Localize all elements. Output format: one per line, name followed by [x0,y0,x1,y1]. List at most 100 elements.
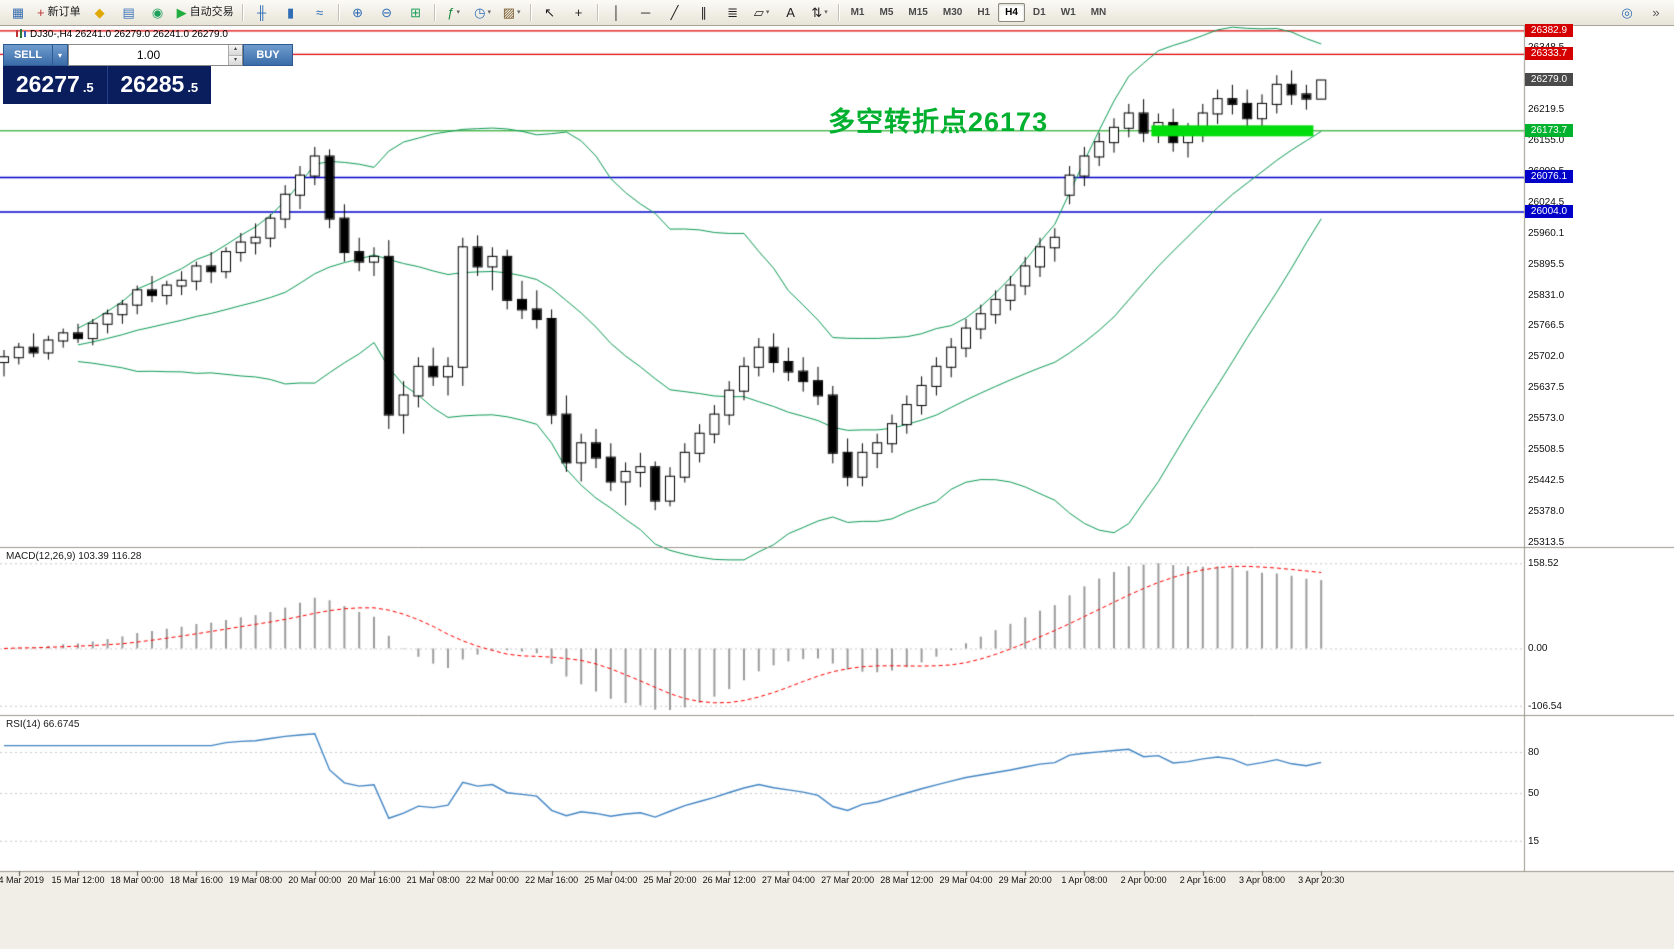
sell-price-small: .5 [82,80,94,95]
buy-price: 26285 .5 [108,66,212,104]
market-watch-icon[interactable]: ◉ [144,2,172,24]
timeframe-m15[interactable]: M15 [908,7,928,18]
new-order-button[interactable]: + 新订单 [33,2,85,24]
timeframe-mn[interactable]: MN [1090,7,1107,18]
buy-price-small: .5 [187,80,199,95]
arrows-icon-glyph: ⇅ [811,5,823,20]
buy-button-label: BUY [256,49,280,61]
buy-price-big: 26285 [120,71,185,97]
new-order-button-label: 新订单 [47,6,81,18]
chevron-down-icon: ▾ [824,9,828,16]
new-order-icon: + [37,5,45,20]
toolbar-separator [837,4,840,21]
sell-price: 26277 .5 [3,66,108,104]
search-icon[interactable]: ◎ [1613,2,1641,24]
metaeditor-icon[interactable]: ◆ [86,2,114,24]
volume-increase-button[interactable]: ▴ [229,45,242,56]
toolbar-separator [596,4,599,21]
one-click-trading-panel: SELL ▾ ▴ ▾ BUY 26277 .5 26285 [3,44,293,104]
toolbar-separator [433,4,436,21]
toolbar-separator [529,4,532,21]
cursor-icon-glyph: ↖ [544,5,556,20]
terminal-icon[interactable]: ▤ [115,2,143,24]
autotrading-button[interactable]: ▶ 自动交易 [173,2,238,24]
toolbar-right-group: ◎» [1613,2,1670,24]
timeframe-h1[interactable]: H1 [977,7,991,18]
toolbar-left-group: ▦ + 新订单 ◆ ▤ ◉ ▶ 自动交易 ╫ ▮ ≈ ⊕ ⊖ ⊞ ƒ ▾ ◷ ▾ ▨ ▾ ↖ + │ ─ ╱ ∥ ≣ ▱ ▾ A ⇅ ▾ [4,2,834,24]
chevron-down-icon: ▾ [456,9,460,16]
chevron-down-icon: ▾ [765,9,770,16]
market-watch-icon-glyph: ◉ [151,5,164,20]
periods-icon-glyph: ◷ [474,5,486,20]
shapes-icon-glyph: ▱ [753,5,764,20]
text-icon[interactable]: A [777,2,805,24]
horizontal-line-icon-glyph: ─ [640,5,651,20]
zoom-in-icon-glyph: ⊕ [352,5,364,20]
vertical-line-icon-glyph: │ [612,5,621,20]
bar-chart-icon-glyph: ╫ [256,5,267,20]
timeframe-m5[interactable]: M5 [879,7,894,18]
indicators-icon[interactable]: ƒ ▾ [440,2,468,24]
timeframe-m1[interactable]: M1 [850,7,865,18]
metaeditor-icon-glyph: ◆ [94,5,105,20]
trendline-icon-glyph: ╱ [670,5,679,20]
equidistant-channel-icon[interactable]: ∥ [690,2,718,24]
chart-area: DJ30-,H4 26241.0 26279.0 26241.0 26279.0… [0,23,1674,949]
toolbar-separator [337,4,340,21]
templates-icon-glyph: ▨ [502,5,515,20]
templates-icon[interactable]: ▨ ▾ [498,2,526,24]
sell-price-big: 26277 [15,71,80,97]
price-chart-canvas[interactable] [0,26,1674,949]
chevron-down-icon: ▾ [57,50,62,60]
chevron-down-icon: ▾ [487,9,492,16]
candlestick-chart-icon[interactable]: ▮ [277,2,305,24]
equidistant-channel-icon-glyph: ∥ [700,5,707,20]
autotrading-icon: ▶ [176,5,187,20]
sell-options-dropdown[interactable]: ▾ [53,44,68,66]
volume-decrease-button[interactable]: ▾ [229,55,242,65]
trendline-icon[interactable]: ╱ [661,2,689,24]
terminal-icon-glyph: ▤ [122,5,135,20]
timeframe-h4[interactable]: H4 [998,3,1025,22]
timeframe-m30[interactable]: M30 [942,7,963,18]
volume-box: ▴ ▾ [68,44,243,66]
cursor-icon[interactable]: ↖ [536,2,564,24]
toolbar-overflow-icon-glyph: » [1652,5,1660,20]
line-chart-icon[interactable]: ≈ [306,2,334,24]
sell-button[interactable]: SELL [3,44,53,66]
toolbar-overflow-icon[interactable]: » [1642,2,1670,24]
autotrading-button-label: 自动交易 [189,6,234,18]
text-icon-glyph: A [786,5,795,20]
line-chart-icon-glyph: ≈ [316,5,324,20]
timeframe-w1[interactable]: W1 [1060,7,1076,18]
shapes-icon[interactable]: ▱ ▾ [748,2,776,24]
fibonacci-icon-glyph: ≣ [727,5,739,20]
search-icon-glyph: ◎ [1621,5,1633,20]
candlestick-chart-icon-glyph: ▮ [287,5,295,20]
chart-window-icon-glyph: ▦ [11,5,25,20]
periods-icon[interactable]: ◷ ▾ [469,2,497,24]
bar-chart-icon[interactable]: ╫ [248,2,276,24]
arrows-icon[interactable]: ⇅ ▾ [806,2,834,24]
volume-input[interactable] [69,45,228,65]
vertical-line-icon[interactable]: │ [603,2,631,24]
indicators-icon-glyph: ƒ [447,5,455,20]
zoom-out-icon[interactable]: ⊖ [373,2,401,24]
fibonacci-icon[interactable]: ≣ [719,2,747,24]
tile-windows-icon[interactable]: ⊞ [402,2,430,24]
trade-panel-controls: SELL ▾ ▴ ▾ BUY [3,44,293,66]
horizontal-line-icon[interactable]: ─ [632,2,660,24]
volume-spinner: ▴ ▾ [228,45,242,65]
tile-windows-icon-glyph: ⊞ [410,5,422,20]
chart-window-icon[interactable]: ▦ [4,2,32,24]
toolbar-separator [241,4,244,21]
toolbar: ▦ + 新订单 ◆ ▤ ◉ ▶ 自动交易 ╫ ▮ ≈ ⊕ ⊖ ⊞ ƒ ▾ ◷ ▾ ▨ ▾ ↖ + │ ─ ╱ ∥ ≣ ▱ ▾ A ⇅ ▾ M1… [0,0,1674,26]
sell-button-label: SELL [13,49,43,61]
crosshair-icon-glyph: + [574,5,583,20]
buy-button[interactable]: BUY [243,44,293,66]
timeframe-d1[interactable]: D1 [1032,7,1046,18]
trade-panel-prices: 26277 .5 26285 .5 [3,66,211,104]
crosshair-icon[interactable]: + [565,2,593,24]
zoom-in-icon[interactable]: ⊕ [344,2,372,24]
